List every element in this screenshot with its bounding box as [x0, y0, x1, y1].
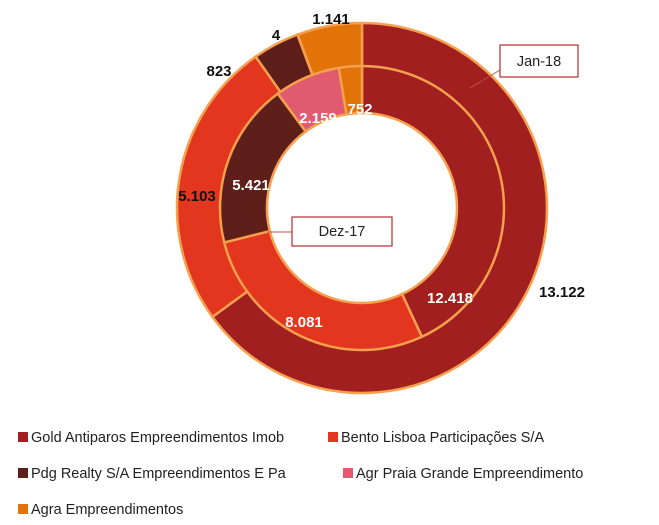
legend-swatch: [343, 468, 353, 478]
legend-label: Agr Praia Grande Empreendimento: [356, 466, 583, 482]
legend-label: Bento Lisboa Participações S/A: [341, 430, 544, 446]
series-label-box: [291, 216, 393, 247]
data-label: 2.159: [299, 110, 337, 127]
legend-swatch: [18, 468, 28, 478]
series-label: Jan-18: [517, 54, 561, 70]
data-label: 1.141: [312, 11, 350, 28]
data-label: 4: [272, 27, 281, 44]
legend-swatch: [18, 504, 28, 514]
data-label: 12.418: [427, 290, 473, 307]
callout-line: [469, 69, 501, 89]
doughnut-segment: [360, 64, 506, 339]
legend-label: Gold Antiparos Empreendimentos Imob: [31, 430, 284, 446]
legend-swatch: [328, 432, 338, 442]
doughnut-segment: [337, 64, 364, 116]
data-label: 5.103: [178, 188, 216, 205]
data-label: 823: [206, 63, 231, 80]
data-label: 13.122: [539, 284, 585, 301]
legend-label: Pdg Realty S/A Empreendimentos E Pa: [31, 466, 287, 482]
series-label: Dez-17: [319, 224, 366, 240]
legend-label: Agra Empreendimentos: [31, 502, 183, 518]
series-label-box: [499, 44, 579, 78]
data-label: 752: [347, 101, 372, 118]
data-label: 8.081: [285, 314, 323, 331]
doughnut-segment: [222, 229, 424, 352]
legend-swatch: [18, 432, 28, 442]
data-label: 5.421: [232, 177, 270, 194]
